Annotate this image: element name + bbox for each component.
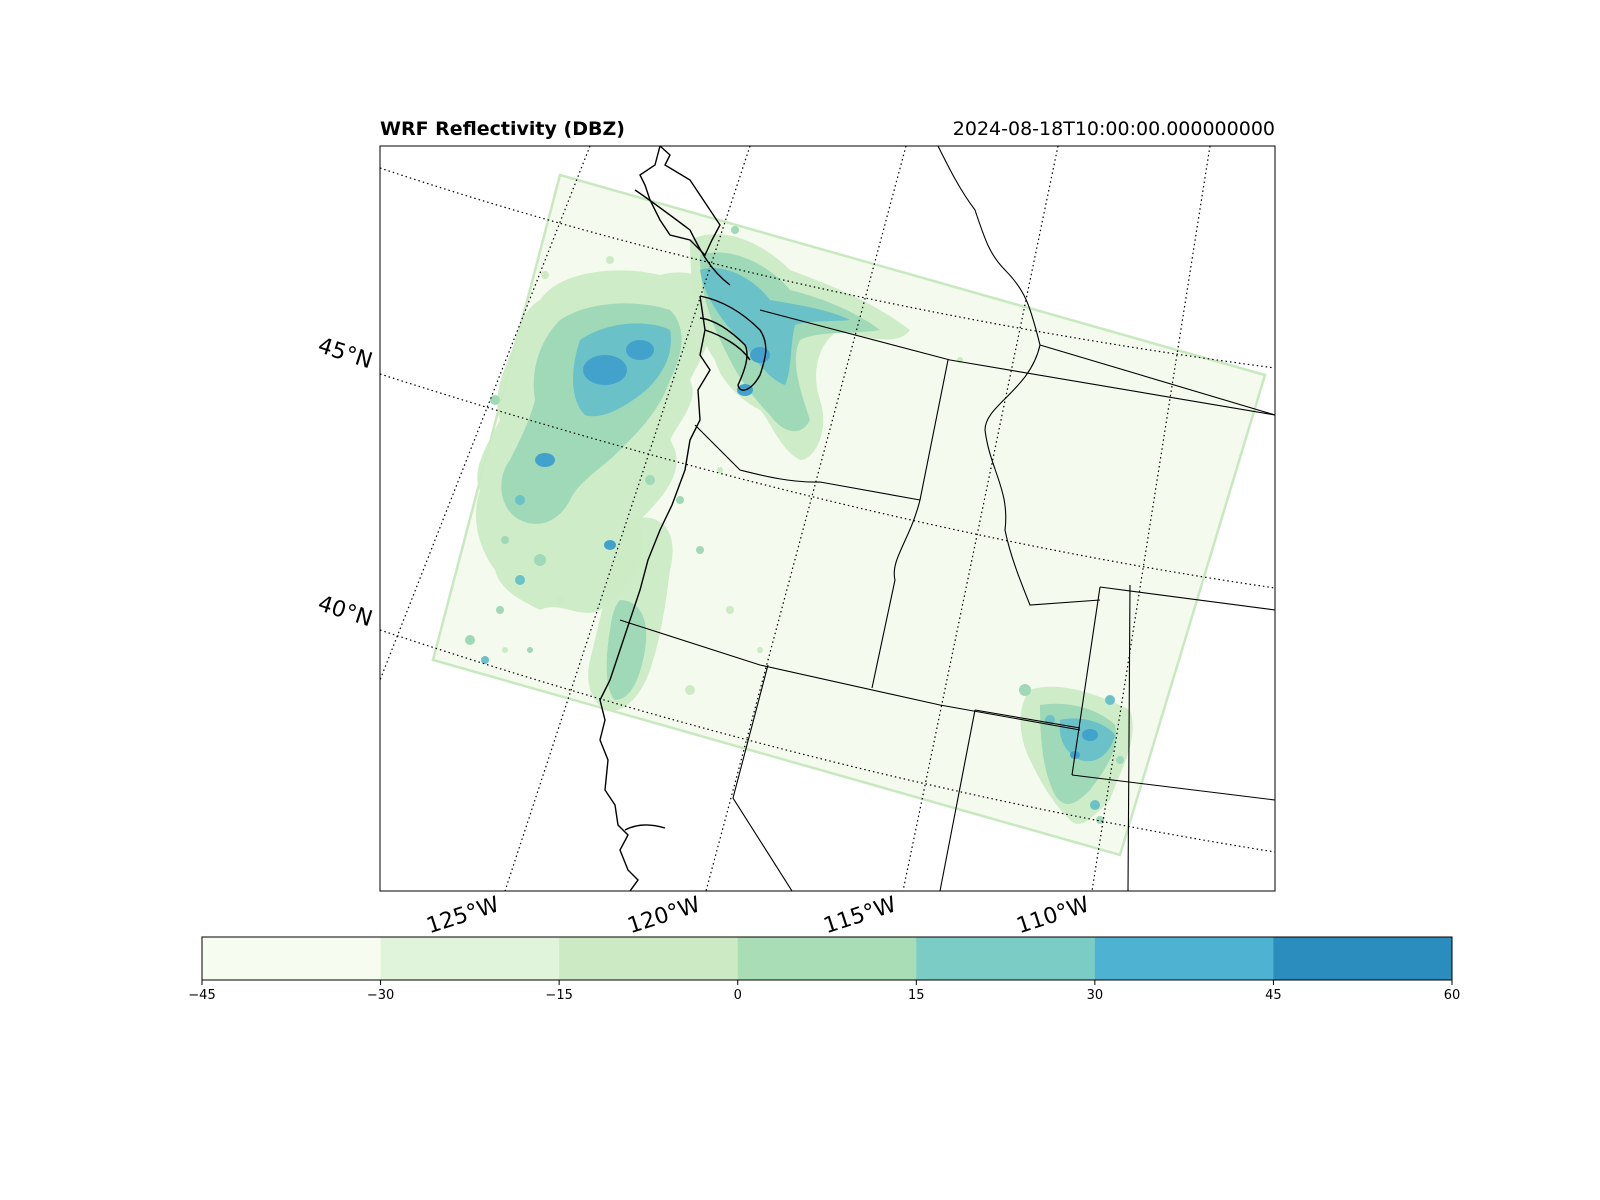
meridian-line bbox=[504, 146, 751, 891]
coastline-strait bbox=[704, 329, 751, 361]
colorbar-segment bbox=[916, 937, 1096, 980]
graticule bbox=[380, 146, 1275, 891]
lat-label-45: 45°N bbox=[315, 333, 375, 374]
colorbar-tick-label: −45 bbox=[188, 988, 215, 1003]
map-area bbox=[380, 146, 1275, 891]
colorbar-tick-label: 30 bbox=[1087, 988, 1104, 1003]
colorbar: −45 −30 −15 0 15 30 45 60 bbox=[188, 936, 1461, 1003]
plot-timestamp: 2024-08-18T10:00:00.000000000 bbox=[952, 118, 1275, 140]
lat-label-40: 40°N bbox=[315, 591, 375, 632]
border-nevada-california bbox=[732, 664, 793, 891]
lon-label-125: 125°W bbox=[424, 892, 503, 939]
border-colorado-north bbox=[1071, 774, 1275, 801]
border-washington-north bbox=[759, 309, 1275, 416]
echo-region-washington-high bbox=[700, 268, 850, 385]
parallel-line bbox=[380, 629, 1275, 853]
coastline bbox=[599, 146, 767, 891]
border-utah-north bbox=[974, 709, 1081, 729]
coastline-bc-mainland bbox=[634, 189, 731, 286]
meridian-line bbox=[902, 146, 1059, 891]
colorbar-frame bbox=[201, 936, 1453, 981]
map-frame bbox=[379, 145, 1276, 892]
border-wyoming-west bbox=[1071, 586, 1101, 776]
border-montana-north bbox=[1039, 344, 1275, 416]
colorbar-segment bbox=[559, 937, 739, 980]
coastline-puget-sound bbox=[699, 295, 767, 391]
border-idaho-montana bbox=[937, 146, 1101, 606]
colorbar-tick-label: 45 bbox=[1265, 988, 1282, 1003]
colorbar-segment bbox=[380, 937, 560, 980]
colorbar-segment bbox=[1273, 937, 1453, 980]
border-wyoming-north bbox=[1099, 586, 1275, 611]
colorbar-segment bbox=[202, 937, 382, 980]
colorbar-tick-label: 15 bbox=[908, 988, 925, 1003]
border-nevada-utah bbox=[939, 709, 976, 891]
lon-label-110: 110°W bbox=[1014, 892, 1093, 939]
border-oregon-idaho bbox=[871, 499, 921, 689]
colorbar-segment bbox=[1094, 937, 1274, 980]
border-washington-idaho bbox=[919, 359, 949, 501]
meridian-line bbox=[380, 146, 591, 681]
border-utah-east bbox=[1127, 584, 1131, 891]
scattered-echo-cells bbox=[465, 226, 1124, 824]
lon-label-115: 115°W bbox=[821, 892, 900, 939]
border-oregon-california bbox=[619, 619, 1081, 731]
state-borders bbox=[619, 146, 1275, 891]
parallel-line bbox=[380, 167, 1275, 369]
colorbar-tick-label: −15 bbox=[545, 988, 572, 1003]
colorbar-segment bbox=[737, 937, 917, 980]
coastline-pacific bbox=[599, 295, 711, 891]
coastline-vancouver-island bbox=[639, 146, 721, 257]
coastline-sf-bay bbox=[624, 824, 666, 831]
lon-label-120: 120°W bbox=[625, 892, 704, 939]
colorbar-tick-label: 60 bbox=[1444, 988, 1461, 1003]
colorbar-tick-label: 0 bbox=[734, 988, 742, 1003]
plot-title: WRF Reflectivity (DBZ) bbox=[380, 118, 625, 140]
echo-cores-peak bbox=[535, 340, 1098, 759]
colorbar-tick-label: −30 bbox=[367, 988, 394, 1003]
border-washington-oregon bbox=[694, 424, 921, 501]
